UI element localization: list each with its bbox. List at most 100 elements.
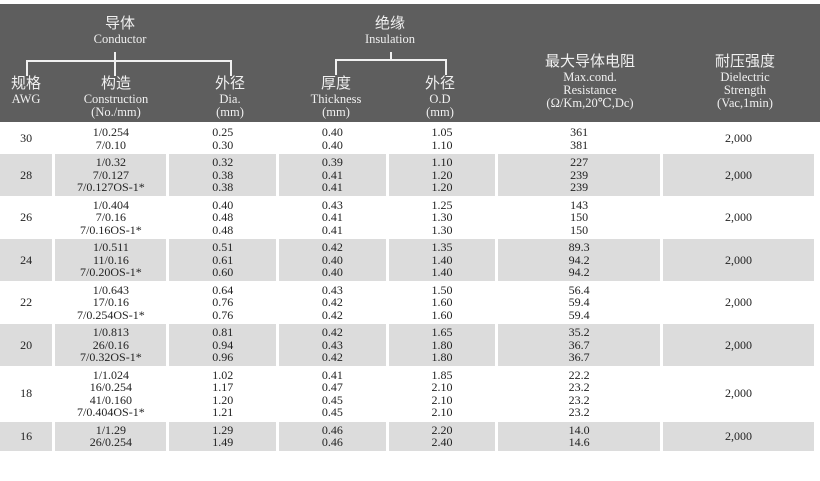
cell-dielectric: 2,000 — [724, 131, 752, 146]
dia-value: 0.48 — [212, 210, 234, 224]
construction-value: 1/0.511 — [92, 240, 129, 254]
od-value: 1.20 — [431, 180, 453, 194]
dielectric-unit: (Vac,1min) — [717, 96, 773, 110]
construction-value: 1/0.643 — [92, 282, 130, 297]
construction-value: 7/0.404OS-1* — [77, 405, 145, 419]
construction-value: 26/0.254 — [89, 435, 133, 449]
table-row: 22 1/0.643 17/0.16 7/0.254OS-1* 0.64 0.76 0.76… — [0, 282, 814, 324]
header-dielectric: 耐压强度 Dielectric Strength (Vac,1min) — [690, 54, 800, 110]
cell-od: 1.35 1.40 1.40 — [388, 239, 496, 281]
dia-value: 0.30 — [212, 137, 234, 152]
cell-awg: 28 — [0, 154, 53, 196]
header-insulation: 绝缘 Insulation — [340, 16, 440, 46]
cell-dielectric: 2,000 — [724, 210, 752, 224]
cell-dielectric: 2,000 — [662, 324, 814, 366]
bracket-stem — [114, 52, 116, 76]
construction-value: 1/0.254 — [92, 125, 130, 139]
resistance-value: 23.2 — [568, 405, 590, 419]
dia-cn: 外径 — [214, 76, 245, 92]
dielectric-en2: Strength — [723, 83, 767, 97]
construction-value: 11/0.16 — [92, 252, 129, 267]
conductor-en: Conductor — [93, 32, 147, 46]
cell-resistance: 22.2 23.2 23.2 23.2 — [498, 367, 660, 421]
thickness-value: 0.41 — [321, 367, 343, 382]
cell-awg: 22 — [20, 295, 33, 309]
dia-value: 0.96 — [212, 350, 234, 364]
resistance-value: 239 — [570, 167, 589, 182]
table-row: 20 1/0.813 26/0.16 7/0.32OS-1* 0.81 0.94 0.96 0… — [0, 324, 814, 366]
cell-dielectric: 2,000 — [662, 421, 814, 451]
cell-thickness: 0.41 0.47 0.45 0.45 — [279, 367, 386, 421]
dia-value: 0.81 — [212, 325, 234, 339]
od-unit: (mm) — [426, 105, 454, 119]
cell-awg: 30 — [20, 131, 33, 146]
thickness-value: 0.42 — [321, 240, 343, 254]
thickness-value: 0.43 — [321, 337, 343, 352]
dia-value: 1.02 — [212, 367, 234, 382]
resistance-value: 94.2 — [568, 265, 590, 279]
resistance-value: 150 — [570, 222, 589, 237]
construction-value: 7/0.16 — [95, 210, 127, 224]
resistance-value: 150 — [570, 210, 589, 224]
thickness-value: 0.47 — [321, 380, 343, 394]
cell-resistance: 35.2 36.7 36.7 — [498, 324, 660, 366]
od-value: 1.30 — [431, 210, 453, 224]
cell-awg: 16 — [0, 421, 53, 451]
od-value: 1.85 — [431, 367, 453, 382]
cell-od: 1.85 2.10 2.10 2.10 — [389, 367, 496, 421]
cell-dielectric: 2,000 — [662, 154, 814, 196]
dia-value: 0.25 — [212, 125, 234, 139]
construction-value: 1/0.813 — [92, 325, 130, 339]
construction-cn: 构造 — [100, 76, 131, 92]
od-cn: 外径 — [424, 76, 455, 92]
cell-awg: 20 — [0, 324, 53, 366]
bracket-stem — [390, 52, 392, 60]
cell-dia: 1.02 1.17 1.20 1.21 — [169, 367, 276, 421]
cell-construction: 1/1.29 26/0.254 — [55, 421, 167, 451]
resistance-value: 36.7 — [568, 337, 590, 352]
resistance-en1: Max.cond. — [563, 70, 617, 84]
od-value: 1.40 — [431, 265, 453, 279]
cell-thickness: 0.43 0.42 0.42 — [279, 282, 386, 324]
construction-value: 7/0.20OS-1* — [80, 265, 142, 279]
table-row: 18 1/1.024 16/0.254 41/0.160 7/0.404OS-1* 1.0… — [0, 367, 814, 421]
cell-od: 1.65 1.80 1.80 — [388, 324, 496, 366]
thickness-value: 0.40 — [321, 265, 343, 279]
od-value: 1.80 — [431, 350, 453, 364]
cell-thickness: 0.42 0.40 0.40 — [279, 239, 386, 281]
resistance-en2: Resistance — [563, 83, 617, 97]
thickness-value: 0.40 — [321, 137, 343, 152]
cell-dia: 0.64 0.76 0.76 — [169, 282, 276, 324]
thickness-value: 0.43 — [321, 197, 343, 212]
cell-resistance: 361 381 — [498, 124, 660, 153]
construction-value: 1/1.024 — [92, 367, 130, 382]
resistance-value: 35.2 — [568, 325, 590, 339]
table-row: 30 1/0.254 7/0.10 0.25 0.30 0.40 0.40 1.05 1.10 3… — [0, 124, 814, 153]
thickness-value: 0.41 — [321, 167, 343, 182]
thickness-unit: (mm) — [322, 105, 350, 119]
thickness-value: 0.42 — [321, 295, 343, 309]
cell-thickness: 0.43 0.41 0.41 — [279, 197, 386, 239]
cell-construction: 1/0.813 26/0.16 7/0.32OS-1* — [55, 324, 167, 366]
od-value: 1.25 — [431, 197, 453, 212]
cell-od: 1.10 1.20 1.20 — [388, 154, 496, 196]
cell-resistance: 56.4 59.4 59.4 — [498, 282, 660, 324]
thickness-value: 0.41 — [321, 210, 343, 224]
spec-table: 30 1/0.254 7/0.10 0.25 0.30 0.40 0.40 1.05 1.10 3… — [0, 123, 817, 452]
construction-value: 17/0.16 — [92, 295, 130, 309]
awg-en: AWG — [11, 92, 41, 106]
od-value: 1.10 — [431, 155, 453, 169]
construction-value: 7/0.127OS-1* — [77, 180, 145, 194]
resistance-value: 22.2 — [568, 367, 590, 382]
construction-value: 7/0.10 — [95, 137, 127, 152]
cell-construction: 1/1.024 16/0.254 41/0.160 7/0.404OS-1* — [55, 367, 166, 421]
thickness-value: 0.42 — [321, 307, 343, 322]
awg-cn: 规格 — [10, 76, 41, 92]
dia-value: 1.20 — [212, 392, 234, 407]
construction-value: 7/0.32OS-1* — [80, 350, 142, 364]
resistance-value: 361 — [570, 125, 589, 139]
resistance-value: 381 — [570, 137, 589, 152]
construction-unit: (No./mm) — [91, 105, 141, 119]
thickness-value: 0.46 — [321, 422, 343, 437]
